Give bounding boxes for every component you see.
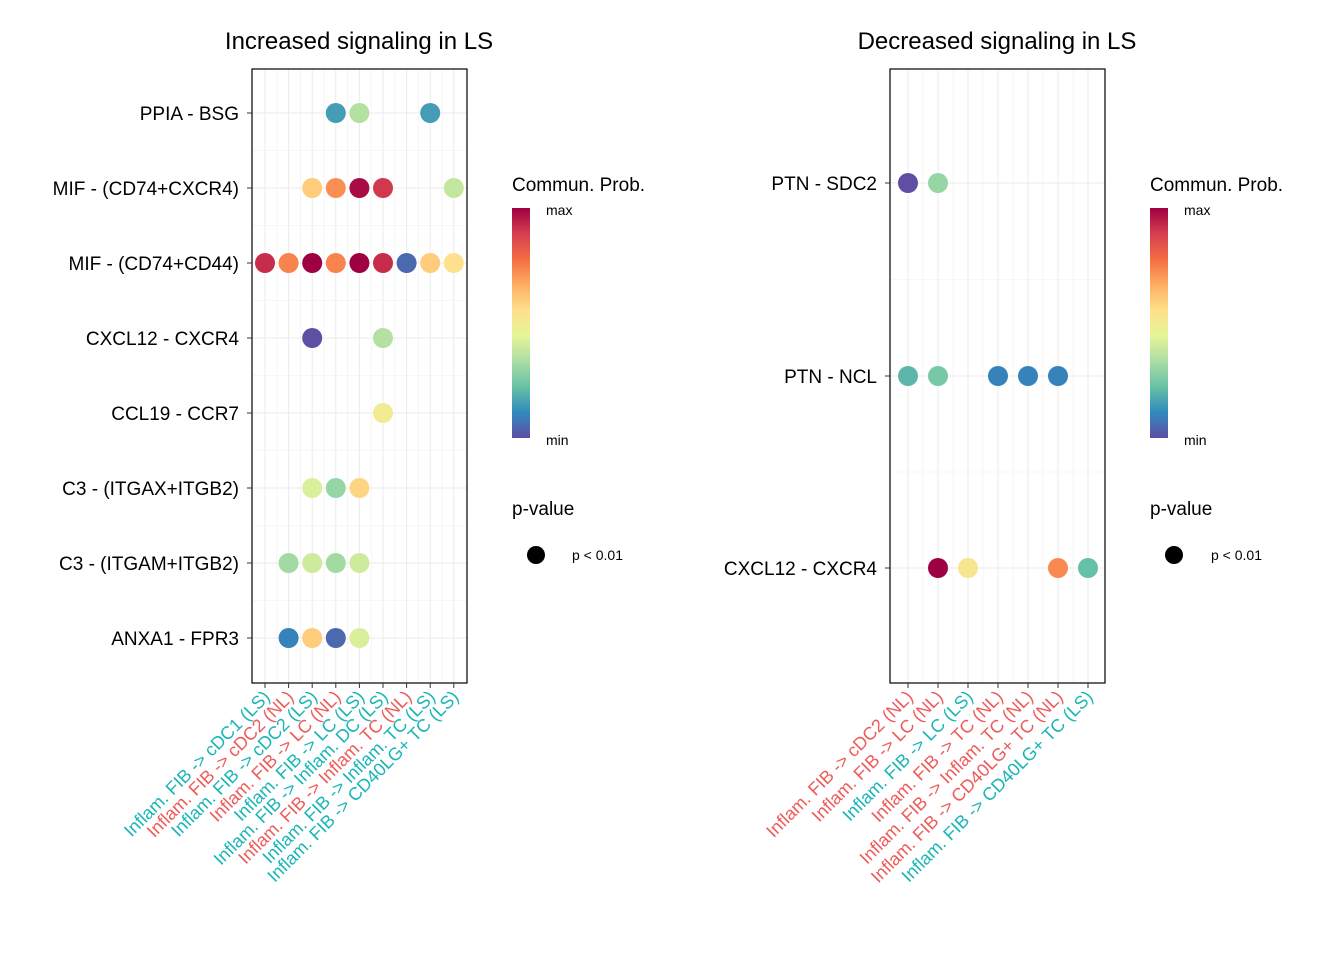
y-tick-label: C3 - (ITGAM+ITGB2) (59, 554, 239, 575)
data-point (278, 553, 299, 573)
data-point (1018, 366, 1038, 386)
y-tick-label: ANXA1 - FPR3 (111, 629, 239, 650)
colorbar-max-label: max (546, 202, 572, 218)
color-legend-title: Commun. Prob. (512, 175, 645, 196)
colorbar-min-label: min (546, 432, 569, 448)
colorbar (1150, 208, 1168, 438)
chart-title: Increased signaling in LS (225, 28, 493, 55)
colorbar (512, 208, 530, 438)
y-tick-label: CXCL12 - CXCR4 (724, 559, 878, 580)
data-point (928, 366, 948, 386)
data-point (349, 628, 370, 648)
data-point (278, 253, 299, 273)
data-point (302, 628, 323, 648)
y-tick-label: CCL19 - CCR7 (111, 404, 239, 425)
data-point (373, 403, 393, 423)
data-point (325, 253, 346, 273)
data-point (349, 178, 370, 198)
data-point (302, 478, 323, 498)
y-tick-label: MIF - (CD74+CD44) (69, 254, 240, 275)
data-point (278, 628, 299, 648)
data-point (302, 178, 323, 198)
data-point (373, 253, 393, 273)
color-legend-title: Commun. Prob. (1150, 175, 1283, 196)
data-point (1078, 558, 1098, 578)
y-tick-label: PTN - SDC2 (771, 174, 877, 195)
data-point (349, 478, 370, 498)
pvalue-legend-dot (1165, 546, 1183, 564)
colorbar-min-label: min (1184, 432, 1207, 448)
y-tick-label: CXCL12 - CXCR4 (86, 329, 240, 350)
data-point (420, 253, 441, 273)
data-point (928, 558, 948, 578)
data-point (443, 253, 464, 273)
data-point (958, 558, 978, 578)
data-point (373, 178, 393, 198)
colorbar-max-label: max (1184, 202, 1210, 218)
data-point (898, 366, 918, 386)
chart-title: Decreased signaling in LS (858, 28, 1137, 55)
y-tick-label: MIF - (CD74+CXCR4) (53, 179, 239, 200)
data-point (1048, 366, 1068, 386)
data-point (325, 478, 346, 498)
data-point (988, 366, 1008, 386)
data-point (898, 173, 918, 193)
data-point (325, 178, 346, 198)
data-point (325, 103, 346, 123)
data-point (1048, 558, 1068, 578)
data-point (373, 328, 393, 348)
chart-panel-2: Decreased signaling in LS PTN - SDC2 PTN -… (724, 28, 1283, 887)
data-point (349, 103, 370, 123)
data-point (302, 553, 323, 573)
data-point (396, 253, 417, 273)
data-point (443, 178, 464, 198)
pvalue-legend-title: p-value (1150, 499, 1212, 520)
data-point (302, 328, 323, 348)
pvalue-legend-title: p-value (512, 499, 574, 520)
pvalue-legend-dot (527, 546, 545, 564)
data-point (420, 103, 441, 123)
data-point (349, 253, 370, 273)
data-point (325, 553, 346, 573)
y-tick-label: PPIA - BSG (140, 104, 239, 125)
data-point (325, 628, 346, 648)
data-point (255, 253, 275, 273)
y-tick-label: PTN - NCL (784, 367, 877, 388)
y-tick-label: C3 - (ITGAX+ITGB2) (62, 479, 239, 500)
pvalue-legend-label: p < 0.01 (572, 547, 623, 563)
data-point (928, 173, 948, 193)
data-point (302, 253, 323, 273)
pvalue-legend-label: p < 0.01 (1211, 547, 1262, 563)
data-point (349, 553, 370, 573)
chart-panel-1: Increased signaling in LS PPIA - BSG MIF -… (53, 28, 645, 886)
